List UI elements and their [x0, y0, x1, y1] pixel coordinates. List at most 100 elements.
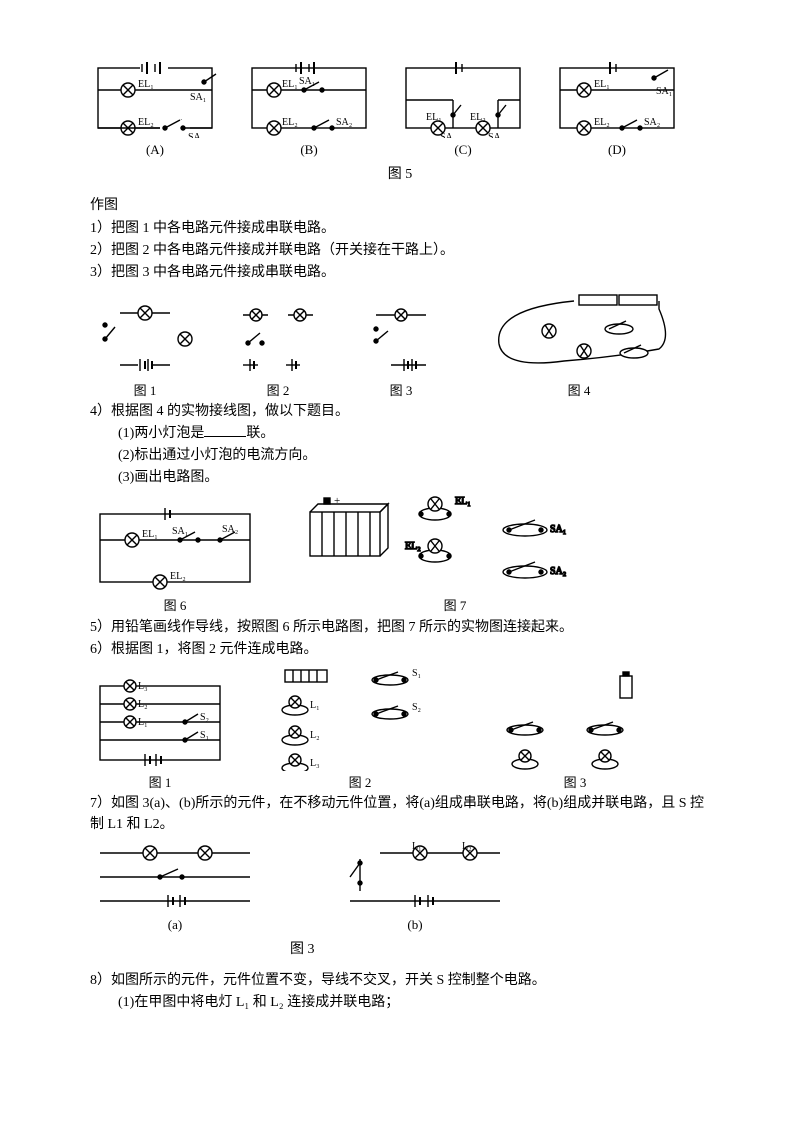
q2: 2）把图 2 中各电路元件接成并联电路（开关接在干路上）。: [90, 240, 710, 261]
zuotu-title: 作图: [90, 195, 710, 216]
fig1b-label: 图 1: [149, 773, 172, 793]
circuit-d-svg: EL₁ SA₁ EL₂ SA₂: [552, 60, 682, 138]
d-sa2: SA₂: [644, 117, 660, 128]
fig3c-row: (a) L₁ L₂ (b): [90, 841, 710, 935]
opt-c: (C): [454, 140, 471, 160]
label-sa2: SA₂: [188, 132, 204, 138]
q8: 8）如图所示的元件，元件位置不变，导线不交叉，开关 S 控制整个电路。: [90, 970, 710, 991]
f2b-s1: S₁: [412, 668, 421, 679]
fig6-label: 图 6: [164, 596, 187, 616]
fig3c-b: L₁ L₂ (b): [320, 841, 510, 935]
circuit-c: EL₁ EL₂ SA₁ SA₂ (C): [398, 60, 528, 160]
fig5-caption: 图 5: [90, 164, 710, 185]
f1b-s2: S₂: [200, 712, 209, 723]
f2b-s2: S₂: [412, 702, 421, 713]
fig7-label: 图 7: [444, 596, 467, 616]
q3: 3）把图 3 中各电路元件接成串联电路。: [90, 262, 710, 283]
f3cb-l2: L₂: [462, 841, 472, 852]
q4: 4）根据图 4 的实物接线图，做以下题目。: [90, 401, 710, 422]
label-sa1: SA₁: [190, 92, 206, 103]
blank-1[interactable]: [204, 423, 246, 437]
label-el2: EL₂: [138, 117, 154, 128]
f1b-s1: S₁: [200, 730, 209, 741]
f2b-l3: L₃: [310, 758, 320, 769]
fig2-svg: [228, 301, 328, 379]
f1b-l3: L₃: [138, 681, 148, 692]
q4-1a: (1)两小灯泡是: [118, 426, 204, 441]
fig1-label: 图 1: [134, 381, 157, 401]
fig1-col: 图 1: [90, 301, 200, 401]
fig3c-a-svg: [90, 841, 260, 913]
f2b-l2: L₂: [310, 730, 320, 741]
f6-el1: EL₁: [142, 529, 158, 540]
circuit-a-svg: EL₁ EL₂ SA₁ SA₂: [90, 60, 220, 138]
q4-2: (2)标出通过小灯泡的电流方向。: [90, 445, 710, 466]
c-el2: EL₂: [470, 112, 486, 123]
circuit-d: EL₁ SA₁ EL₂ SA₂ (D): [552, 60, 682, 160]
fig3b-col: 图 3: [490, 666, 660, 793]
fig1-svg: [90, 301, 200, 379]
figs-6-7-row: EL₁ SA₁ SA₂ EL₂ 图 6 +: [90, 494, 710, 616]
b-sa1: SA₁: [299, 76, 315, 87]
q1: 1）把图 1 中各电路元件接成串联电路。: [90, 218, 710, 239]
fig2b-label: 图 2: [349, 773, 372, 793]
fig3-col: 图 3: [356, 301, 446, 401]
circuit-c-svg: EL₁ EL₂ SA₁ SA₂: [398, 60, 528, 138]
d-sa1: SA₁: [656, 86, 672, 97]
fig3b-label: 图 3: [564, 773, 587, 793]
fig2-label: 图 2: [267, 381, 290, 401]
d-el2: EL₂: [594, 117, 610, 128]
circuit-b: EL₁ SA₁ EL₂ SA₂ (B): [244, 60, 374, 160]
fig3c-b-label: (b): [407, 915, 422, 935]
fig1b-svg: L₃ L₂ L₁ S₂ S₁: [90, 676, 230, 771]
q4-1: (1)两小灯泡是 联。: [90, 423, 710, 444]
label-el1: EL₁: [138, 79, 154, 90]
f7-sa2: SA₂: [550, 566, 566, 577]
q4-1b: 联。: [246, 426, 274, 441]
q7: 7）如图 3(a)、(b)所示的元件，在不移动元件位置，将(a)组成串联电路，将…: [90, 793, 710, 835]
f7-el2: EL₂: [405, 541, 421, 552]
c-el1: EL₁: [426, 112, 442, 123]
fig3c-a: (a): [90, 841, 260, 935]
f7-el1: EL₁: [455, 496, 471, 507]
q4-3: (3)画出电路图。: [90, 467, 710, 488]
f2b-l1: L₁: [310, 700, 320, 711]
b-sa2: SA₂: [336, 117, 352, 128]
q6: 6）根据图 1，将图 2 元件连成电路。: [90, 639, 710, 660]
fig3c-caption: 图 3: [90, 939, 710, 960]
f6-el2: EL₂: [170, 571, 186, 582]
f3cb-l1: L₁: [412, 841, 422, 852]
figs-1-4-row: 图 1 图 2 图 3: [90, 289, 710, 401]
fig6-svg: EL₁ SA₁ SA₂ EL₂: [90, 504, 260, 594]
figs-1b-3b-row: L₃ L₂ L₁ S₂ S₁ 图 1 S₁ L₁ S₂: [90, 666, 710, 793]
fig6-col: EL₁ SA₁ SA₂ EL₂ 图 6: [90, 504, 260, 616]
fig3b-svg: [490, 666, 660, 771]
f6-sa2: SA₂: [222, 524, 238, 535]
q8-1: (1)在甲图中将电灯 L₁ 和 L₂ 连接成并联电路；: [90, 992, 710, 1013]
fig4-label: 图 4: [568, 381, 591, 401]
opt-a: (A): [146, 140, 164, 160]
f1b-l1: L₁: [138, 717, 148, 728]
b-el1: EL₁: [282, 79, 298, 90]
opt-b: (B): [300, 140, 317, 160]
fig7-svg: + EL₁ EL₂ SA₁: [300, 494, 610, 594]
circuit-b-svg: EL₁ SA₁ EL₂ SA₂: [244, 60, 374, 138]
circuit-a: EL₁ EL₂ SA₁ SA₂ (A): [90, 60, 220, 160]
c-sa1: SA₁: [440, 132, 456, 138]
fig1b-col: L₃ L₂ L₁ S₂ S₁ 图 1: [90, 676, 230, 793]
q5: 5）用铅笔画线作导线，按照图 6 所示电路图，把图 7 所示的实物图连接起来。: [90, 617, 710, 638]
fig2b-col: S₁ L₁ S₂ L₂ L₃ 图 2: [260, 666, 460, 793]
fig3-svg: [356, 301, 446, 379]
f1b-l2: L₂: [138, 699, 148, 710]
fig4-col: 图 4: [484, 289, 674, 401]
f7-sa1: SA₁: [550, 524, 566, 535]
opt-d: (D): [608, 140, 626, 160]
fig4-svg: [484, 289, 674, 379]
fig3-label: 图 3: [390, 381, 413, 401]
fig7-col: + EL₁ EL₂ SA₁: [300, 494, 610, 616]
fig3c-b-svg: L₁ L₂: [320, 841, 510, 913]
f6-sa1: SA₁: [172, 526, 188, 537]
svg-text:+: +: [334, 495, 340, 507]
fig2b-svg: S₁ L₁ S₂ L₂ L₃: [260, 666, 460, 771]
d-el1: EL₁: [594, 79, 610, 90]
